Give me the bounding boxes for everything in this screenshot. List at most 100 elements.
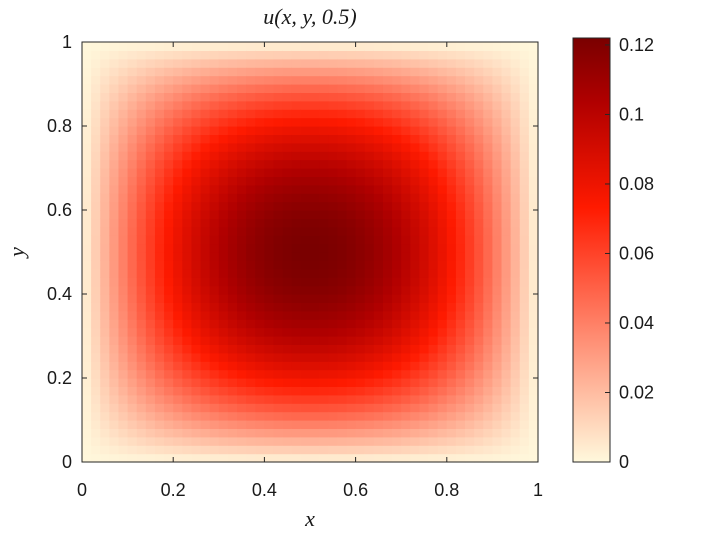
heatmap-cell [446, 302, 457, 312]
heatmap-cell [136, 243, 147, 253]
heatmap-cell [337, 436, 348, 446]
heatmap-cell [328, 403, 338, 413]
heatmap-cell [136, 352, 147, 362]
heatmap-cell [382, 58, 393, 68]
heatmap-cell [82, 151, 92, 161]
heatmap-cell [501, 92, 512, 102]
heatmap-cell [127, 126, 138, 135]
heatmap-cell [100, 445, 110, 455]
heatmap-cell [164, 260, 174, 270]
heatmap-cell [227, 445, 238, 455]
heatmap-cell [173, 50, 183, 60]
heatmap-cell [82, 336, 92, 345]
y-tick-label: 1 [62, 32, 72, 52]
heatmap-cell [392, 420, 402, 429]
x-tick-label: 1 [533, 480, 543, 500]
heatmap-cell [227, 361, 238, 371]
heatmap-cell [291, 126, 302, 135]
heatmap-cell [82, 84, 92, 93]
heatmap-cell [401, 445, 411, 455]
heatmap-cell [455, 243, 466, 253]
heatmap-cell [310, 336, 320, 345]
heatmap-cell [382, 285, 393, 295]
heatmap-cell [282, 134, 293, 144]
heatmap-cell [100, 159, 110, 169]
heatmap-cell [528, 193, 539, 203]
heatmap-cell [100, 109, 110, 119]
heatmap-cell [373, 184, 384, 194]
heatmap-cell [510, 100, 521, 110]
heatmap-cell [182, 428, 193, 438]
heatmap-cell [465, 411, 475, 421]
heatmap-cell [264, 361, 275, 371]
heatmap-cell [154, 344, 165, 354]
heatmap-cell [264, 84, 275, 93]
heatmap-cell [246, 403, 256, 413]
heatmap-cell [227, 184, 238, 194]
heatmap-cell [428, 176, 439, 186]
heatmap-cell [392, 168, 402, 177]
heatmap-cell [474, 42, 484, 51]
heatmap-cell [82, 428, 92, 438]
heatmap-cell [209, 184, 220, 194]
heatmap-cell [310, 42, 320, 51]
heatmap-cell [100, 411, 110, 421]
heatmap-cell [264, 193, 275, 203]
heatmap-cell [246, 42, 256, 51]
heatmap-cell [455, 268, 466, 278]
heatmap-cell [246, 420, 256, 429]
heatmap-cell [310, 394, 320, 404]
heatmap-cell [209, 226, 220, 236]
heatmap-cell [291, 361, 302, 371]
heatmap-cell [300, 50, 311, 60]
heatmap-cell [510, 226, 521, 236]
heatmap-cell [91, 151, 101, 161]
heatmap-cell [191, 378, 202, 387]
heatmap-cell [528, 176, 539, 186]
heatmap-cell [273, 420, 284, 429]
heatmap-cell [145, 134, 156, 144]
heatmap-cell [91, 226, 101, 236]
heatmap-cell [154, 151, 165, 161]
heatmap-cell [437, 50, 448, 60]
heatmap-cell [528, 159, 539, 169]
heatmap-cell [428, 109, 439, 119]
heatmap-cell [510, 235, 521, 245]
heatmap-cell [264, 176, 275, 186]
heatmap-cell [154, 142, 165, 152]
heatmap-cell [273, 268, 284, 278]
heatmap-cell [109, 420, 120, 429]
heatmap-cell [200, 42, 211, 51]
heatmap-cell [337, 50, 348, 60]
heatmap-cell [519, 92, 530, 102]
heatmap-cell [310, 142, 320, 152]
heatmap-cell [191, 268, 202, 278]
heatmap-cell [209, 243, 220, 253]
heatmap-cell [109, 100, 120, 110]
heatmap-cell [100, 201, 110, 211]
heatmap-cell [328, 92, 338, 102]
heatmap-cell [465, 100, 475, 110]
heatmap-cell [237, 184, 247, 194]
heatmap-cell [227, 126, 238, 135]
heatmap-cell [282, 100, 293, 110]
heatmap-cell [510, 386, 521, 396]
heatmap-cell [182, 210, 193, 219]
heatmap-cell [510, 201, 521, 211]
heatmap-cell [118, 201, 129, 211]
heatmap-cell [328, 420, 338, 429]
heatmap-cell [209, 210, 220, 219]
heatmap-cell [355, 420, 366, 429]
heatmap-cell [264, 336, 275, 345]
heatmap-cell [227, 352, 238, 362]
heatmap-cell [300, 411, 311, 421]
heatmap-cell [118, 285, 129, 295]
heatmap-cell [474, 109, 484, 119]
heatmap-cell [127, 42, 138, 51]
heatmap-cell [109, 445, 120, 455]
heatmap-cell [355, 126, 366, 135]
heatmap-cell [510, 294, 521, 303]
heatmap-cell [528, 134, 539, 144]
heatmap-cell [328, 235, 338, 245]
heatmap-cell [410, 168, 421, 177]
